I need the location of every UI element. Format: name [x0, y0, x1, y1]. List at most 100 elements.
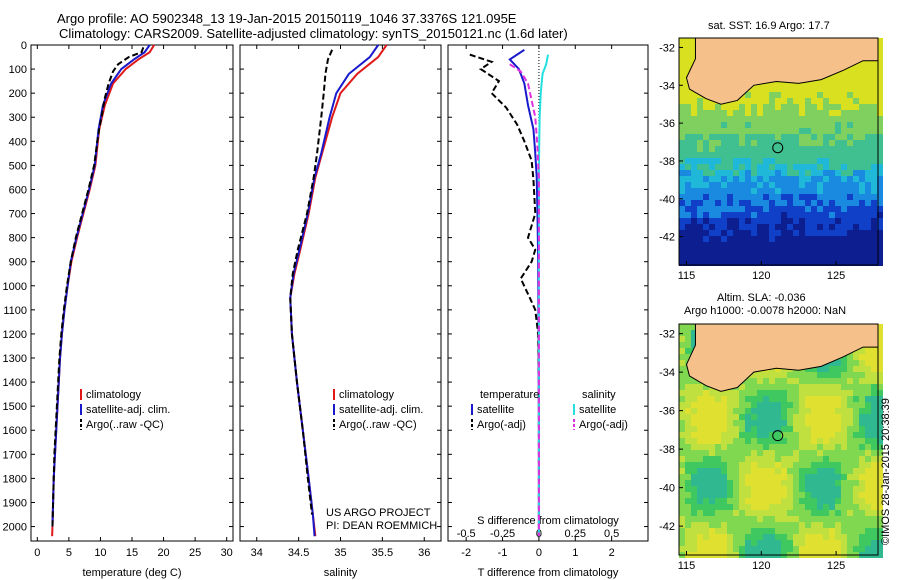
sla-map [678, 323, 883, 558]
y-tick-label: 800 [9, 233, 27, 245]
x-tick-label: -2 [461, 547, 471, 559]
x-tick-label: 2 [609, 547, 615, 559]
map-frame [678, 323, 879, 556]
legend-label: climatology [339, 389, 395, 401]
map-x-tick-label: 125 [827, 560, 845, 572]
y-tick-label: 1800 [3, 473, 27, 485]
s-tick-label: -0.5 [457, 528, 476, 540]
panel-frame-temperature [30, 44, 234, 542]
y-tick-label: 400 [9, 136, 27, 148]
series-group-temperature [51, 44, 155, 537]
map-y-tick-label: -42 [659, 232, 675, 244]
x-tick-label: 15 [126, 547, 138, 559]
x-axis-label: T difference from climatology [478, 567, 619, 579]
argo-location-marker [772, 142, 784, 154]
map-y-tick-label: -42 [659, 521, 675, 533]
y-tick-label: 1600 [3, 425, 27, 437]
map-y-tick-label: -38 [659, 444, 675, 456]
map-y-tick-label: -32 [659, 42, 675, 54]
x-tick-label: 20 [157, 547, 169, 559]
x-tick-label: 0 [34, 547, 40, 559]
series-group-difference [469, 48, 549, 537]
x-tick-label: 34 [251, 547, 263, 559]
x-tick-label: 0 [536, 547, 542, 559]
y-tick-label: 1700 [3, 449, 27, 461]
sst-map-title: sat. SST: 16.9 Argo: 17.7 [708, 20, 830, 32]
legend-label: climatology [86, 389, 142, 401]
s-tick-label: 0.25 [565, 528, 586, 540]
legend-label: Argo(..raw -QC) [86, 419, 164, 431]
map-y-tick-label: -34 [659, 80, 675, 92]
y-tick-label: 100 [9, 64, 27, 76]
series-line-difference-1 [469, 53, 540, 537]
sla-map-title-2: Argo h1000: -0.0078 h2000: NaN [684, 305, 847, 317]
map-y-tick-label: -36 [659, 406, 675, 418]
series-line-difference-3 [509, 63, 540, 537]
legend-title-salinity: salinity [582, 389, 616, 401]
s-axis-label: S difference from climatology [477, 515, 619, 527]
map-x-tick-label: 120 [752, 270, 770, 282]
series-line-temperature-2 [51, 47, 145, 527]
x-tick-label: 1 [572, 547, 578, 559]
s-tick-label: 0.5 [604, 528, 619, 540]
y-tick-label: 1100 [3, 305, 27, 317]
header-line-2: Climatology: CARS2009. Satellite-adjuste… [59, 26, 568, 41]
legend-label: Argo(..raw -QC) [339, 419, 417, 431]
x-axis-label: temperature (deg C) [82, 567, 181, 579]
legend-label: satellite-adj. clim. [86, 404, 170, 416]
y-tick-label: 200 [9, 88, 27, 100]
y-tick-label: 0 [21, 40, 27, 52]
x-axis-label: salinity [324, 567, 358, 579]
y-tick-label: 1500 [3, 401, 27, 413]
x-tick-label: 36 [418, 547, 430, 559]
header-line-1: Argo profile: AO 5902348_13 19-Jan-2015 … [57, 11, 517, 26]
map-x-tick-label: 120 [752, 560, 770, 572]
y-tick-label: 2000 [3, 522, 27, 534]
map-y-tick-label: -36 [659, 118, 675, 130]
map-x-tick-label: 115 [678, 270, 696, 282]
map-y-tick-label: -40 [659, 483, 675, 495]
s-tick-label: -0.25 [490, 528, 515, 540]
y-tick-label: 1200 [3, 329, 27, 341]
y-tick-label: 600 [9, 184, 27, 196]
legend-label: satellite [579, 404, 616, 416]
y-tick-label: 900 [9, 257, 27, 269]
legend-label: Argo(-adj) [579, 419, 628, 431]
x-tick-label: -1 [498, 547, 508, 559]
map-frame [678, 37, 879, 266]
series-group-salinity [289, 44, 388, 537]
panel-frame-salinity [239, 44, 442, 542]
map-x-tick-label: 115 [678, 560, 696, 572]
y-tick-label: 700 [9, 209, 27, 221]
x-tick-label: 35 [334, 547, 346, 559]
x-tick-label: 10 [94, 547, 106, 559]
series-line-salinity-2 [289, 49, 334, 515]
x-tick-label: 30 [221, 547, 233, 559]
y-tick-label: 1300 [3, 353, 27, 365]
x-tick-label: 35.5 [372, 547, 393, 559]
legend-label: satellite [477, 404, 514, 416]
legend-label: satellite-adj. clim. [339, 404, 423, 416]
argo-location-marker [772, 430, 784, 442]
land-mass [679, 323, 879, 392]
map-y-tick-label: -32 [659, 329, 675, 341]
y-tick-label: 300 [9, 112, 27, 124]
map-x-tick-label: 125 [827, 270, 845, 282]
legend-title-temperature: temperature [480, 389, 539, 401]
y-tick-label: 500 [9, 160, 27, 172]
map-y-tick-label: -34 [659, 367, 675, 379]
land-mass [679, 37, 879, 105]
x-tick-label: 5 [66, 547, 72, 559]
x-tick-label: 25 [189, 547, 201, 559]
y-tick-label: 1900 [3, 497, 27, 509]
map-y-tick-label: -38 [659, 156, 675, 168]
sst-map [678, 37, 883, 266]
panel-frame-difference [447, 44, 649, 542]
x-tick-label: 34.5 [288, 547, 309, 559]
map-y-tick-label: -40 [659, 194, 675, 206]
y-tick-label: 1400 [3, 377, 27, 389]
annotation-text: PI: DEAN ROEMMICH [326, 520, 437, 532]
y-tick-label: 1000 [3, 281, 27, 293]
legend-label: Argo(-adj) [477, 419, 526, 431]
